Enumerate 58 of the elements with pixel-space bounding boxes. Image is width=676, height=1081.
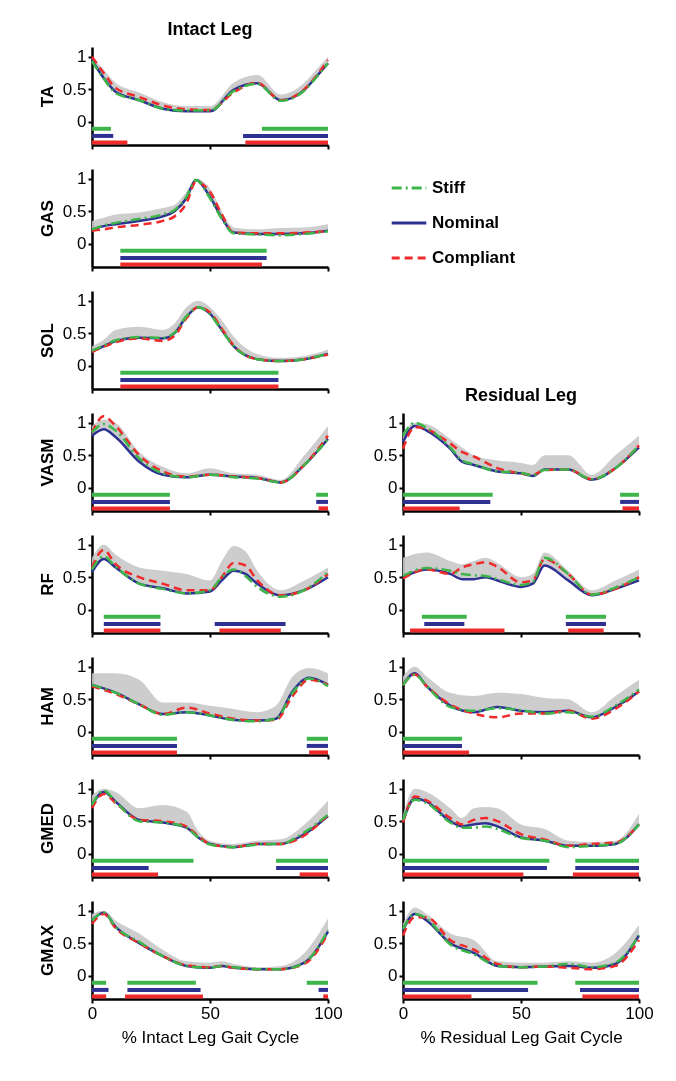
y-tick-label: 0.5	[373, 689, 398, 709]
y-tick-label: 0.5	[62, 323, 87, 343]
y-axis-title: VASM	[37, 438, 57, 487]
x-tick-label: 50	[512, 1003, 531, 1023]
y-tick-label: 0.5	[62, 811, 87, 831]
y-tick-label: 0	[77, 966, 87, 986]
y-tick-label: 0.5	[373, 811, 398, 831]
y-tick-label: 0.5	[62, 567, 87, 587]
y-tick-label: 0	[77, 112, 87, 132]
legend-label: Compliant	[432, 248, 516, 267]
y-tick-label: 0	[77, 844, 87, 864]
y-tick-label: 0.5	[62, 79, 87, 99]
y-tick-label: 1	[77, 291, 87, 311]
y-tick-label: 0	[388, 844, 398, 864]
y-tick-label: 0.5	[373, 567, 398, 587]
y-axis-title: GMAX	[37, 924, 57, 976]
y-tick-label: 0	[388, 478, 398, 498]
y-tick-label: 1	[388, 779, 398, 799]
y-tick-label: 1	[77, 169, 87, 189]
x-tick-label: 100	[314, 1003, 343, 1023]
y-tick-label: 0	[77, 356, 87, 376]
y-tick-label: 0	[388, 966, 398, 986]
y-tick-label: 0.5	[62, 201, 87, 221]
y-tick-label: 0	[388, 722, 398, 742]
y-tick-label: 1	[388, 901, 398, 921]
y-tick-label: 0.5	[62, 689, 87, 709]
y-axis-title: RF	[37, 573, 57, 596]
y-tick-label: 0	[77, 722, 87, 742]
y-tick-label: 1	[77, 657, 87, 677]
y-tick-label: 1	[77, 535, 87, 555]
y-axis-title: HAM	[37, 687, 57, 726]
y-axis-title: GMED	[37, 803, 57, 854]
x-axis-title: % Intact Leg Gait Cycle	[121, 1027, 300, 1047]
y-tick-label: 0.5	[373, 933, 398, 953]
y-tick-label: 1	[388, 413, 398, 433]
x-tick-label: 50	[201, 1003, 220, 1023]
y-tick-label: 0.5	[62, 445, 87, 465]
y-tick-label: 0.5	[373, 445, 398, 465]
x-axis-title: % Residual Leg Gait Cycle	[420, 1027, 623, 1047]
y-tick-label: 1	[77, 901, 87, 921]
y-tick-label: 1	[77, 779, 87, 799]
y-tick-label: 1	[388, 535, 398, 555]
y-axis-title: TA	[37, 85, 57, 108]
y-tick-label: 1	[77, 47, 87, 67]
y-tick-label: 0.5	[62, 933, 87, 953]
chart-title: Residual Leg	[464, 385, 578, 405]
y-axis-title: GAS	[37, 200, 57, 237]
y-tick-label: 0	[77, 234, 87, 254]
y-tick-label: 1	[388, 657, 398, 677]
y-tick-label: 0	[77, 478, 87, 498]
x-tick-label: 100	[625, 1003, 654, 1023]
legend-label: Nominal	[432, 213, 500, 232]
y-tick-label: 0	[388, 600, 398, 620]
legend-label: Stiff	[432, 178, 466, 197]
y-tick-label: 0	[77, 600, 87, 620]
y-tick-label: 1	[77, 413, 87, 433]
chart-title: Intact Leg	[167, 19, 253, 39]
y-axis-title: SOL	[37, 323, 57, 358]
